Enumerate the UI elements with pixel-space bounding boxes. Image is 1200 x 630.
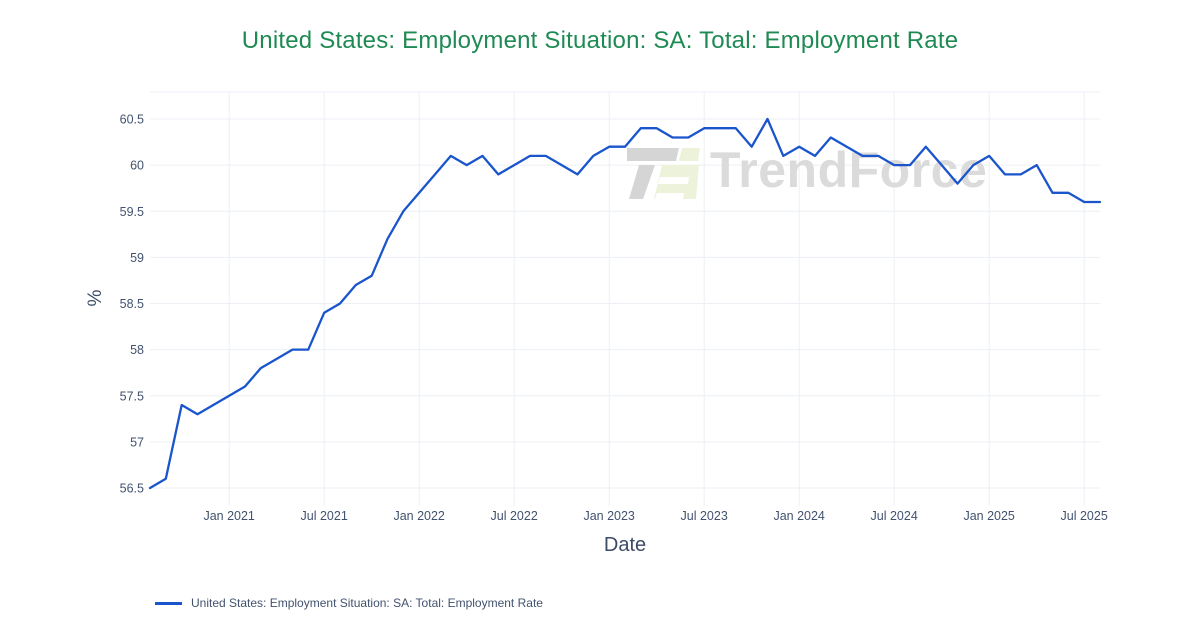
x-tick-label: Jan 2022 <box>393 509 444 523</box>
legend-line-swatch <box>155 601 182 605</box>
x-tick-label: Jul 2023 <box>681 509 728 523</box>
watermark-text: TrendForce <box>710 142 988 198</box>
y-tick-label: 58 <box>130 343 144 357</box>
y-axis-title: % <box>85 289 106 307</box>
y-tick-label: 60.5 <box>120 113 144 127</box>
x-tick-label: Jan 2021 <box>203 509 254 523</box>
legend-label: United States: Employment Situation: SA:… <box>191 596 543 610</box>
x-tick-label: Jul 2021 <box>301 509 348 523</box>
x-tick-label: Jan 2024 <box>773 509 824 523</box>
y-tick-label: 60 <box>130 159 144 173</box>
y-tick-label: 57.5 <box>120 389 144 403</box>
x-tick-label: Jan 2023 <box>583 509 634 523</box>
x-tick-label: Jul 2024 <box>871 509 918 523</box>
x-axis-title: Date <box>603 534 647 556</box>
y-tick-label: 57 <box>130 435 144 449</box>
legend-item[interactable]: United States: Employment Situation: SA:… <box>155 596 543 610</box>
y-tick-label: 59.5 <box>120 205 144 219</box>
trendforce-logo-icon <box>627 148 700 199</box>
y-tick-label: 56.5 <box>120 482 144 496</box>
x-tick-label: Jul 2025 <box>1061 509 1108 523</box>
y-tick-label: 58.5 <box>120 297 144 311</box>
trendforce-watermark: TrendForce <box>626 141 987 199</box>
x-tick-label: Jul 2022 <box>491 509 538 523</box>
chart-title: United States: Employment Situation: SA:… <box>241 27 959 54</box>
x-tick-label: Jan 2025 <box>963 509 1014 523</box>
y-tick-label: 59 <box>130 251 144 265</box>
